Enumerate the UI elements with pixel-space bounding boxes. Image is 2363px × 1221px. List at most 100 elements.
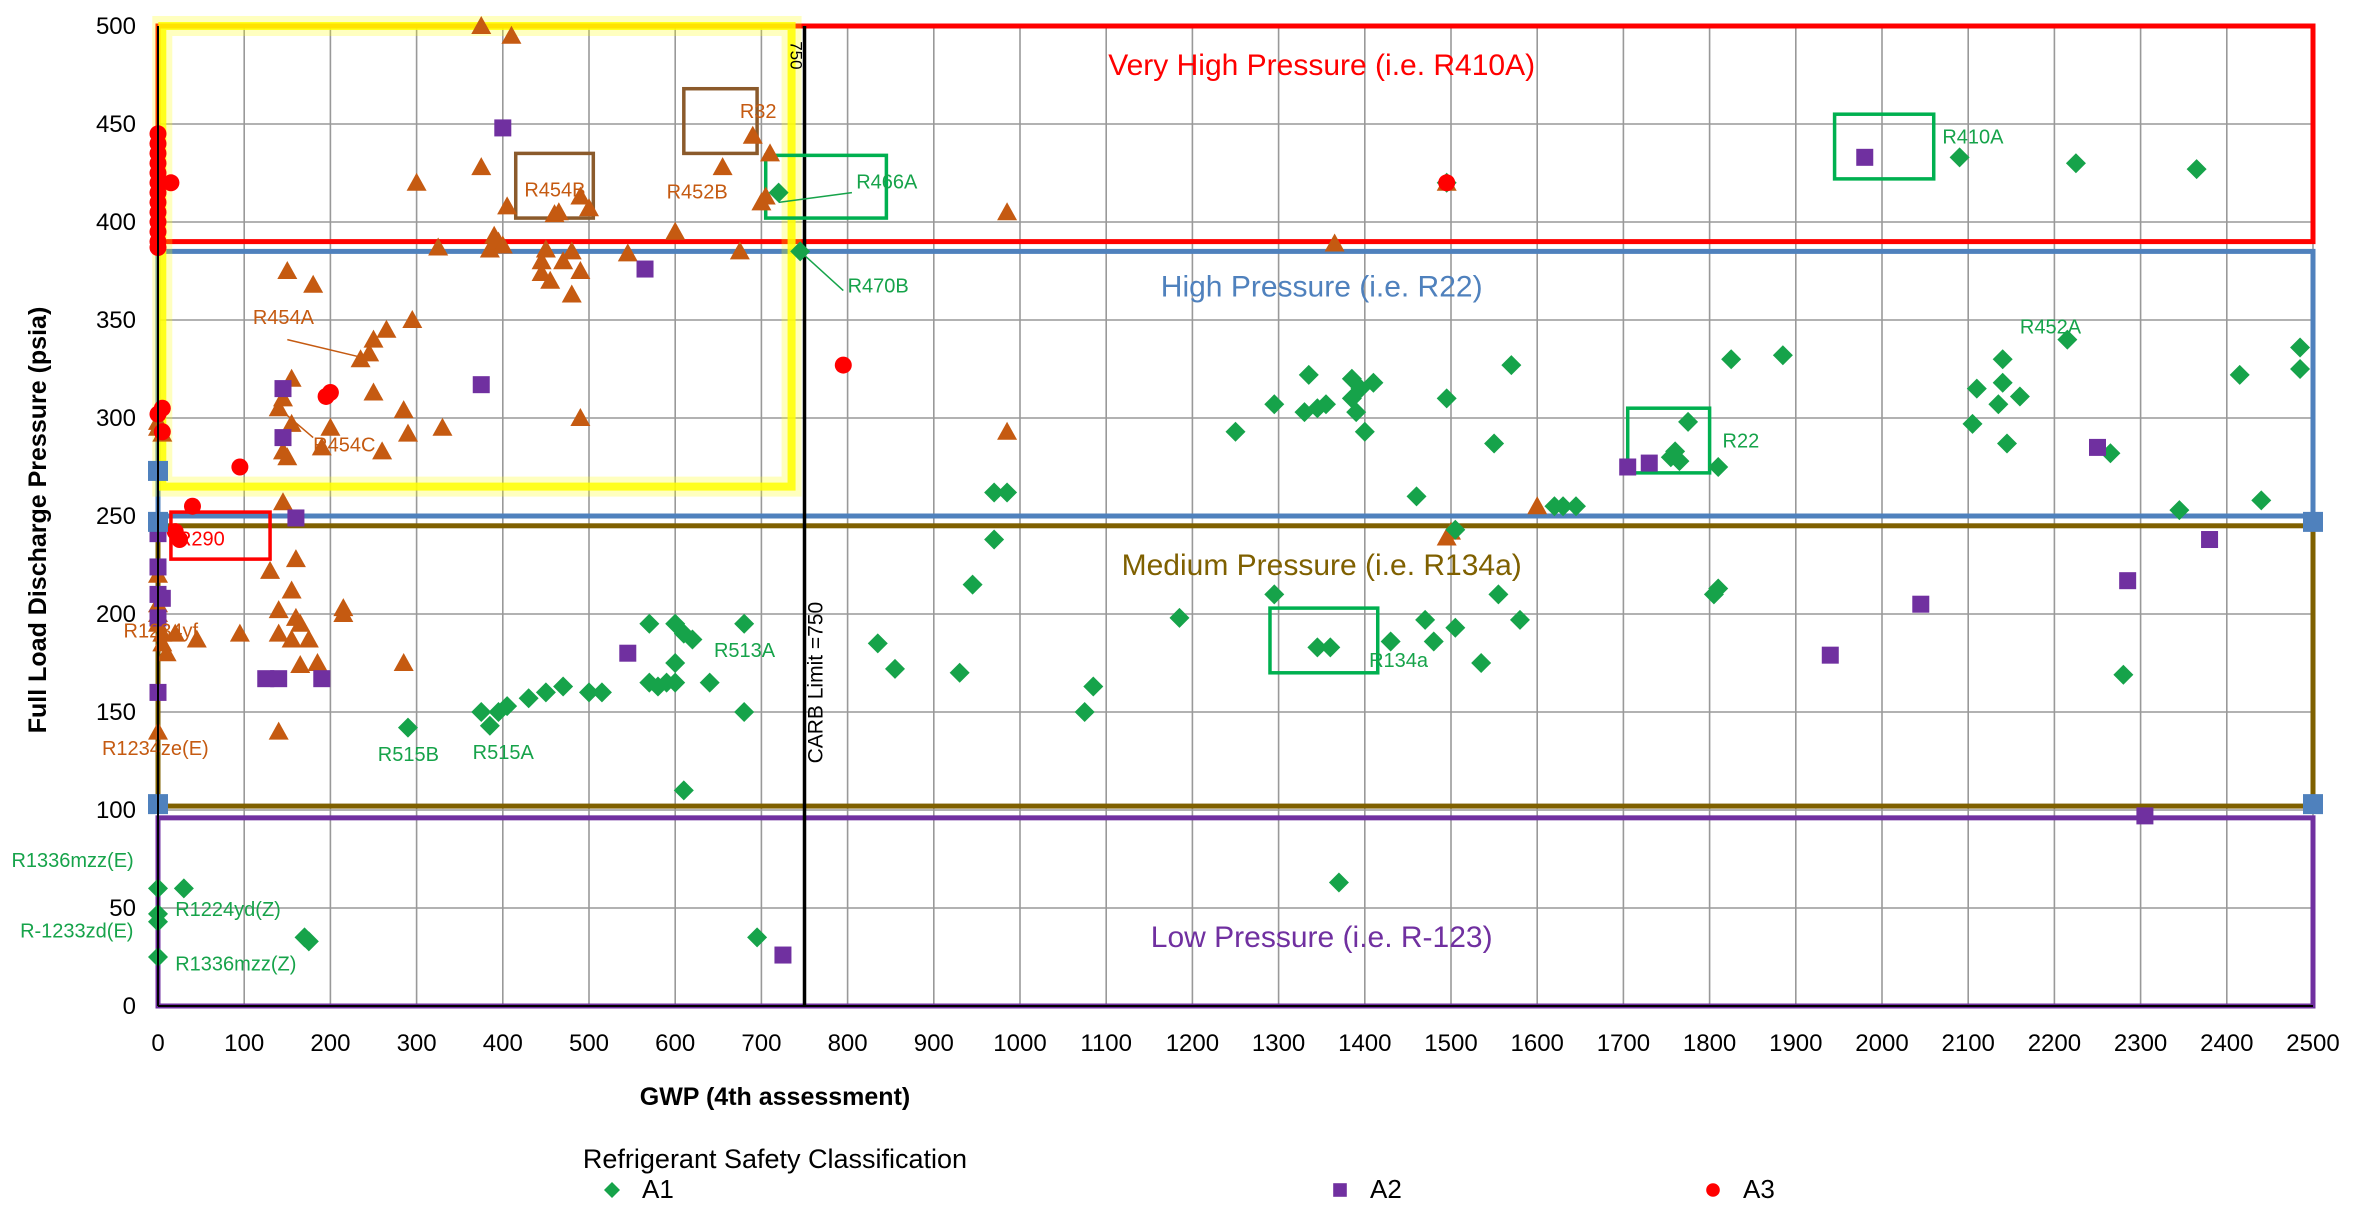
refrigerant-label: R452B [667, 181, 728, 203]
point-unlabeled [260, 560, 281, 579]
point-unlabeled [298, 629, 319, 648]
point-a1 [1415, 609, 1436, 630]
leader-line [799, 250, 844, 292]
x-tick-label: 900 [914, 1030, 954, 1057]
point-a1 [984, 482, 1005, 503]
refrigerant-label: R454B [524, 180, 585, 202]
x-tick-label: 500 [569, 1030, 609, 1057]
point-unlabeled [406, 172, 427, 191]
point-unlabeled [393, 400, 414, 419]
point-a1 [747, 927, 768, 948]
refrigerant-label: R-1233zd(E) [20, 920, 133, 942]
point-a2 [1856, 148, 1874, 166]
point-a1 [1966, 378, 1987, 399]
legend: Refrigerant Safety Classification A1 A2 A3 [583, 1144, 1775, 1204]
point-unlabeled [471, 157, 492, 176]
point-a1 [1509, 609, 1530, 630]
leader-line [778, 191, 853, 204]
point-unlabeled [570, 261, 591, 279]
point-unlabeled [372, 441, 393, 460]
x-tick-label: 1100 [1080, 1030, 1132, 1057]
refrigerant-label: R454C [313, 434, 375, 456]
point-a1 [984, 529, 1005, 550]
point-unlabeled [579, 198, 599, 217]
y-tick-label: 150 [96, 699, 136, 726]
point-unlabeled [397, 423, 418, 442]
point-a2 [257, 670, 275, 688]
point-a1 [1669, 451, 1690, 472]
y-tick-label: 200 [96, 601, 136, 628]
point-unlabeled [285, 549, 306, 568]
point-a1 [1346, 402, 1367, 423]
refrigerant-label: R452A [2020, 317, 2082, 339]
point-unlabeled [156, 643, 177, 662]
point-a3 [834, 356, 852, 374]
point-unlabeled [997, 202, 1018, 221]
point-unlabeled [277, 261, 298, 279]
point-a1 [1354, 421, 1375, 442]
point-a1 [2009, 386, 2030, 407]
y-tick-label: 500 [96, 13, 136, 40]
y-tick-label: 300 [96, 405, 136, 432]
point-a1 [397, 717, 418, 738]
data-points [148, 16, 2311, 967]
point-a1 [479, 715, 500, 736]
refrigerant-label: R466A [856, 172, 918, 194]
point-a1 [673, 780, 694, 801]
point-a2 [153, 589, 171, 607]
y-tick-label: 50 [109, 895, 136, 922]
point-unlabeled [268, 623, 289, 642]
point-unlabeled [281, 629, 302, 648]
point-unlabeled [363, 382, 384, 401]
point-a1 [553, 676, 574, 697]
callout-box [1268, 606, 1380, 675]
pressure-zone-3 [155, 815, 2316, 1009]
refrigerant-label: R454A [253, 307, 315, 329]
point-unlabeled [570, 408, 591, 426]
x-tick-label: 300 [397, 1030, 437, 1057]
point-a1 [2113, 664, 2134, 685]
x-tick-label: 1500 [1424, 1030, 1477, 1057]
legend-items: A1 A2 A3 [604, 1174, 1775, 1204]
pressure-zone-label: Medium Pressure (i.e. R134a) [1122, 549, 1522, 582]
point-a1 [1988, 394, 2009, 415]
point-unlabeled [432, 417, 453, 436]
point-a1 [734, 702, 755, 722]
x-tick-label: 1700 [1597, 1030, 1650, 1057]
point-a3 [321, 384, 339, 402]
point-unlabeled [712, 157, 733, 176]
point-a1 [591, 682, 612, 703]
point-a1 [1488, 584, 1509, 605]
point-unlabeled [290, 654, 311, 673]
point-unlabeled [186, 629, 207, 648]
x-tick-label: 1300 [1252, 1030, 1305, 1057]
point-a1 [535, 682, 556, 703]
point-a2 [494, 119, 512, 137]
refrigerant-label: R515A [473, 742, 535, 764]
point-a1 [1992, 349, 2013, 370]
point-a1 [1423, 631, 1444, 652]
point-a1 [1949, 147, 1970, 168]
point-a1 [298, 931, 319, 952]
point-unlabeled [376, 319, 397, 338]
point-unlabeled [307, 653, 328, 671]
point-unlabeled [540, 270, 561, 289]
point-a1 [1316, 394, 1337, 415]
legend-marker-a2 [1333, 1183, 1347, 1197]
point-unlabeled [165, 623, 186, 642]
point-unlabeled [1527, 496, 1548, 515]
point-unlabeled [553, 251, 574, 270]
point-unlabeled [359, 343, 380, 362]
x-tick-label: 2000 [1855, 1030, 1908, 1057]
carb-limit-top-label: 750 [787, 41, 806, 69]
point-a1 [867, 633, 888, 654]
point-a2 [2119, 572, 2137, 590]
point-a2 [1619, 458, 1637, 476]
point-a1 [665, 653, 686, 673]
y-axis-title: Full Load Discharge Pressure (psia) [24, 307, 52, 734]
x-tick-label: 1900 [1769, 1030, 1822, 1057]
x-tick-label: 2500 [2286, 1030, 2339, 1057]
legend-label-a3: A3 [1743, 1174, 1775, 1204]
point-a1 [497, 696, 518, 717]
point-unlabeled [548, 202, 569, 221]
